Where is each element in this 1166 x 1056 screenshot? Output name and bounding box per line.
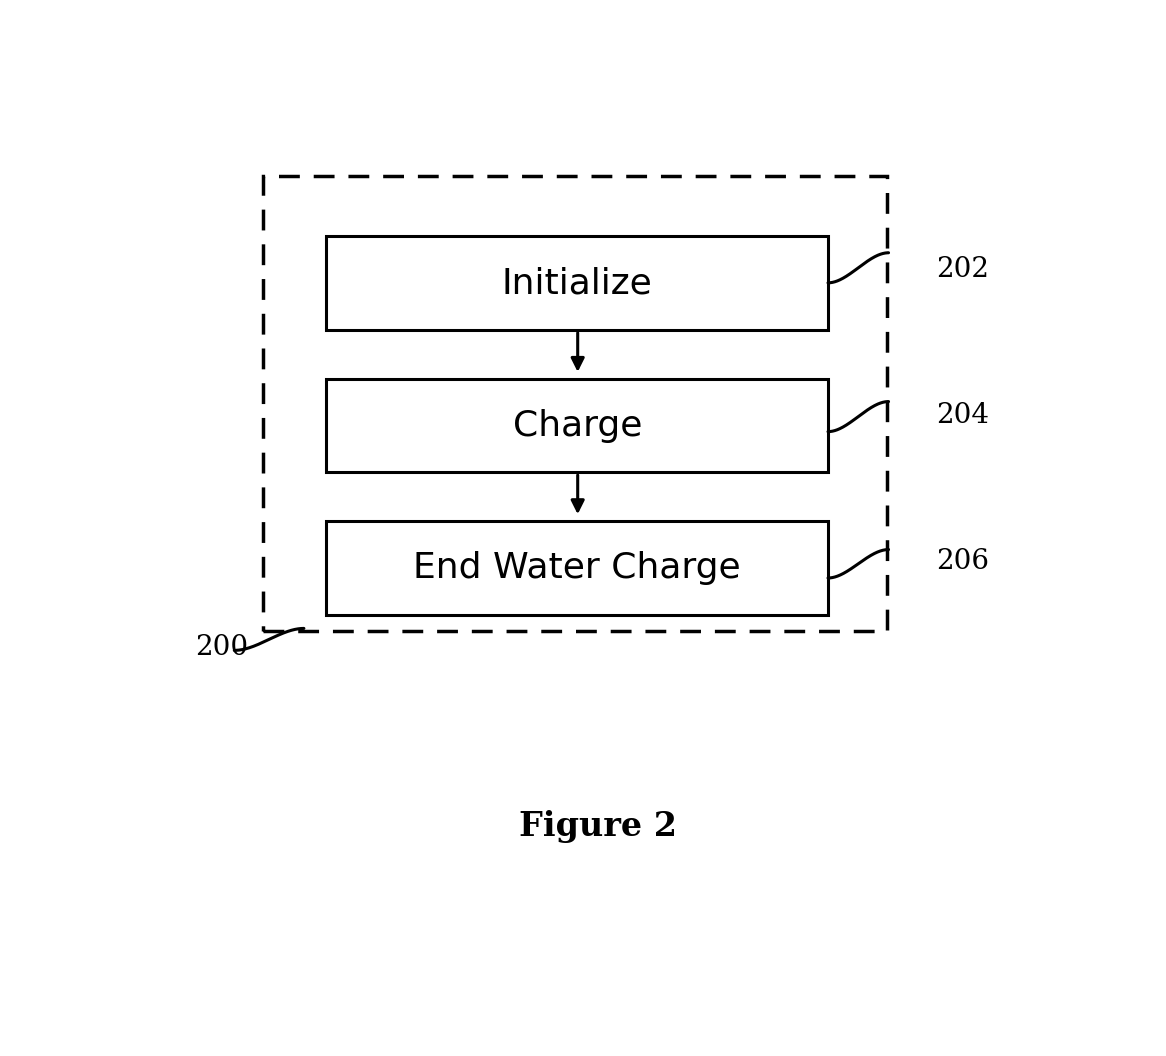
Text: Initialize: Initialize <box>501 266 653 300</box>
Bar <box>264 175 887 630</box>
Text: 204: 204 <box>936 402 990 429</box>
Text: 200: 200 <box>196 634 248 661</box>
Bar <box>326 237 828 329</box>
Text: End Water Charge: End Water Charge <box>414 551 742 585</box>
Text: 206: 206 <box>936 548 990 576</box>
Bar <box>326 521 828 615</box>
Text: Charge: Charge <box>513 409 642 442</box>
Text: Figure 2: Figure 2 <box>519 810 676 843</box>
Text: 202: 202 <box>936 256 990 283</box>
Bar <box>326 379 828 472</box>
